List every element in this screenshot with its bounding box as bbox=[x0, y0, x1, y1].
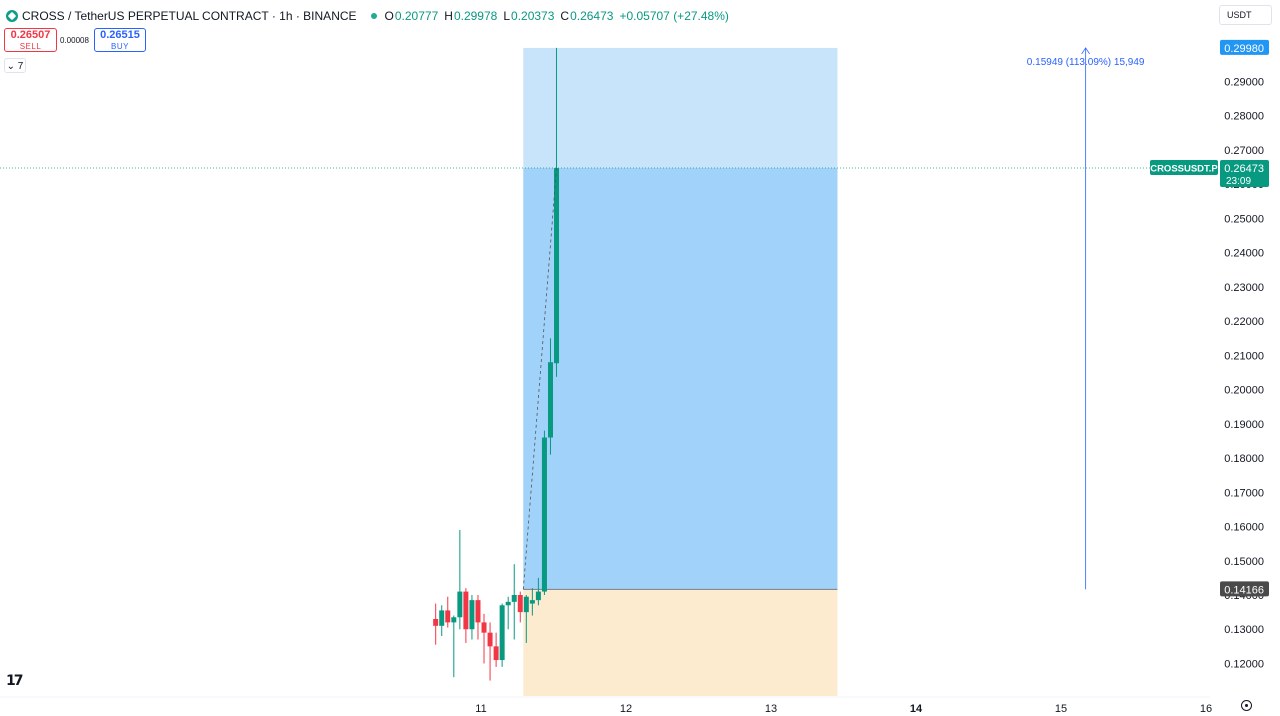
low-value: 0.20373 bbox=[511, 9, 555, 23]
low-label: L bbox=[503, 9, 511, 23]
chevron-down-icon: ⌄ bbox=[6, 61, 16, 72]
y-tick-label-13: 0.25000 bbox=[1224, 213, 1264, 225]
stop-zone bbox=[523, 589, 838, 696]
candle-body-19 bbox=[547, 362, 553, 438]
last-symbol-tag-bg bbox=[1150, 159, 1218, 175]
y-tick-label-11: 0.23000 bbox=[1224, 282, 1264, 294]
candle-body-6 bbox=[469, 600, 475, 630]
candle-body-13 bbox=[511, 595, 517, 602]
target-price-tag: 0.29980 bbox=[1224, 43, 1264, 55]
high-label: H bbox=[444, 9, 453, 23]
target-zone-upper bbox=[523, 47, 838, 168]
indicators-toggle[interactable]: ⌄ 7 bbox=[4, 58, 26, 73]
candle-body-4 bbox=[457, 591, 463, 618]
indicators-count: 7 bbox=[17, 61, 24, 72]
candle-body-17 bbox=[535, 591, 541, 601]
y-tick-label-15: 0.27000 bbox=[1224, 145, 1264, 157]
y-tick-label-6: 0.18000 bbox=[1224, 453, 1264, 465]
x-tick-label-5: 16 bbox=[1200, 703, 1212, 715]
buy-price: 0.26515 bbox=[100, 29, 140, 41]
close-value: 0.26473 bbox=[570, 9, 614, 23]
tradingview-logo-icon[interactable]: 17 bbox=[6, 673, 24, 689]
candle-body-20 bbox=[554, 168, 560, 364]
candle-body-8 bbox=[481, 622, 487, 633]
sell-button[interactable]: 0.26507 SELL bbox=[4, 28, 57, 52]
symbol-logo-icon bbox=[6, 10, 18, 22]
candle-body-0 bbox=[433, 618, 439, 626]
open-label: O bbox=[384, 9, 394, 23]
market-status-icon bbox=[370, 13, 377, 19]
candle-body-11 bbox=[499, 605, 505, 661]
y-tick-label-8: 0.20000 bbox=[1224, 385, 1264, 397]
y-tick-label-5: 0.17000 bbox=[1224, 487, 1264, 499]
candle-body-12 bbox=[505, 601, 511, 606]
target-price-tag-bg bbox=[1220, 39, 1269, 55]
last-symbol-tag: CROSSUSDT.P bbox=[1150, 163, 1218, 174]
candle-body-7 bbox=[475, 600, 481, 623]
buy-label: BUY bbox=[111, 42, 129, 51]
measure-arrow-head bbox=[1081, 47, 1090, 55]
settings-icon[interactable] bbox=[1241, 700, 1252, 711]
candle-body-3 bbox=[451, 617, 457, 623]
entry-price-tag: 0.14166 bbox=[1224, 584, 1264, 596]
y-tick-label-17: 0.29000 bbox=[1224, 76, 1264, 88]
candle-body-18 bbox=[541, 437, 547, 592]
y-tick-label-4: 0.16000 bbox=[1224, 522, 1264, 534]
candle-body-16 bbox=[529, 600, 535, 604]
y-tick-label-3: 0.15000 bbox=[1224, 556, 1264, 568]
x-tick-label-0: 11 bbox=[475, 703, 486, 715]
sell-price: 0.26507 bbox=[10, 29, 51, 41]
sell-label: SELL bbox=[19, 42, 42, 51]
y-tick-label-7: 0.19000 bbox=[1224, 419, 1264, 431]
candle-body-2 bbox=[445, 610, 451, 623]
y-tick-label-1: 0.13000 bbox=[1224, 624, 1264, 636]
x-tick-label-2: 13 bbox=[765, 703, 777, 715]
close-label: C bbox=[560, 9, 570, 23]
profit-zone bbox=[523, 167, 838, 590]
y-tick-label-0: 0.12000 bbox=[1224, 658, 1264, 670]
spread-value: 0.00008 bbox=[60, 36, 89, 45]
last-price-tag: 0.26473 bbox=[1224, 163, 1264, 175]
high-value: 0.29978 bbox=[453, 9, 498, 23]
measure-label: 0.15949 (113.09%) 15,949 bbox=[1027, 57, 1145, 68]
last-price-tag-bg bbox=[1220, 159, 1269, 187]
candle-body-5 bbox=[463, 591, 469, 630]
entry-price-tag-bg bbox=[1220, 581, 1269, 597]
chart-header: CROSS / TetherUS PERPETUAL CONTRACT · 1h… bbox=[6, 8, 735, 24]
change-value: +0.05707 (+27.48%) bbox=[619, 9, 729, 23]
candle-body-1 bbox=[439, 610, 445, 626]
y-tick-label-9: 0.21000 bbox=[1224, 350, 1264, 362]
position-path bbox=[522, 167, 557, 590]
y-tick-label-10: 0.22000 bbox=[1224, 316, 1264, 328]
currency-selector[interactable]: USDT bbox=[1219, 5, 1272, 25]
candle-body-15 bbox=[523, 596, 529, 613]
y-tick-label-12: 0.24000 bbox=[1224, 248, 1264, 260]
candle-body-10 bbox=[493, 646, 499, 661]
x-tick-label-1: 12 bbox=[620, 703, 632, 715]
open-value: 0.20777 bbox=[394, 9, 439, 23]
buy-button[interactable]: 0.26515 BUY bbox=[94, 28, 146, 52]
x-tick-label-4: 15 bbox=[1055, 703, 1067, 715]
y-tick-label-16: 0.28000 bbox=[1224, 111, 1264, 123]
x-tick-label-3: 14 bbox=[910, 703, 923, 715]
candle-body-9 bbox=[487, 632, 493, 647]
candle-body-14 bbox=[517, 595, 523, 613]
symbol-title[interactable]: CROSS / TetherUS PERPETUAL CONTRACT · 1h… bbox=[22, 9, 357, 23]
countdown-tag: 23:09 bbox=[1226, 176, 1251, 187]
